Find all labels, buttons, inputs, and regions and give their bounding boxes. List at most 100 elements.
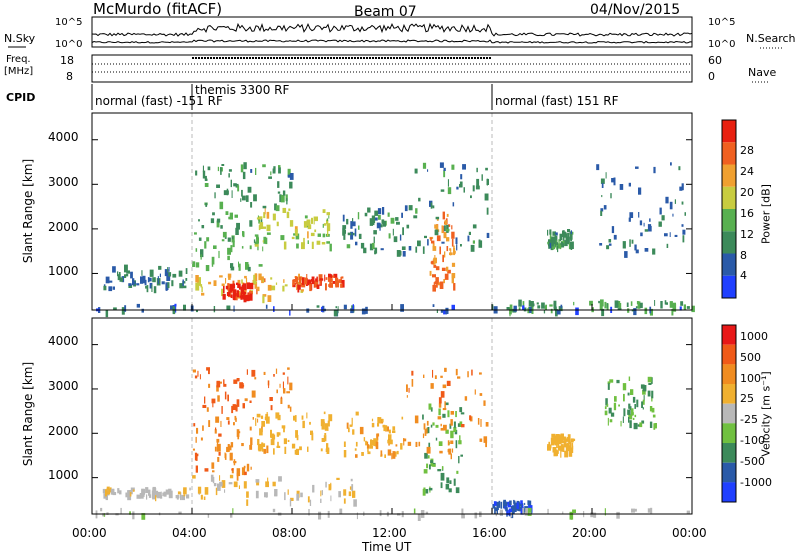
power-cell-11 — [541, 302, 545, 309]
power-cell-8 — [444, 251, 446, 258]
freq-left-tick-low: 8 — [66, 70, 73, 83]
velocity-cell-3 — [276, 445, 281, 448]
velocity-cell-7 — [450, 440, 454, 444]
velocity-cell-11 — [132, 511, 135, 520]
power-cell-10 — [557, 243, 562, 249]
power-cell-11 — [550, 308, 553, 314]
xlabel: Time UT — [362, 540, 412, 554]
velocity-cell-0 — [145, 487, 149, 494]
velocity-ytick-3000: 3000 — [48, 379, 79, 393]
power-cell-12 — [600, 210, 603, 216]
power-cell-13 — [556, 309, 561, 315]
power-cell-13 — [451, 304, 455, 310]
velocity-cell-4 — [224, 391, 227, 400]
power-cell-6 — [220, 167, 222, 175]
power-cell-4 — [247, 266, 251, 272]
power-cell-11 — [518, 299, 522, 307]
velocity-cbar-tick-25: 25 — [740, 392, 754, 405]
power-cell-0 — [140, 276, 143, 284]
power-cell-12 — [596, 164, 600, 171]
velocity-cell-2 — [220, 420, 222, 427]
power-cell-1 — [255, 273, 258, 282]
velocity-cell-11 — [510, 512, 512, 518]
power-cell-6 — [230, 179, 232, 188]
power-cell-3 — [299, 276, 302, 284]
power-cell-5 — [326, 212, 330, 216]
velocity-cell-2 — [250, 437, 253, 445]
power-cell-12 — [600, 208, 604, 212]
power-cell-0 — [149, 282, 153, 289]
power-cell-4 — [229, 212, 233, 220]
velocity-cell-10 — [642, 399, 645, 405]
power-cell-12 — [672, 213, 674, 217]
velocity-cell-5 — [371, 418, 374, 422]
power-cell-5 — [266, 224, 271, 232]
velocity-cell-9 — [567, 436, 569, 440]
velocity-cell-8 — [521, 504, 524, 510]
power-cell-4 — [198, 219, 200, 222]
velocity-cell-8 — [496, 501, 500, 506]
velocity-cell-4 — [216, 385, 219, 392]
power-cell-4 — [210, 218, 215, 224]
power-cell-9 — [415, 208, 418, 214]
power-cell-9 — [427, 169, 429, 172]
power-cell-5 — [323, 223, 327, 226]
velocity-cell-10 — [613, 402, 617, 411]
power-cell-6 — [219, 201, 224, 210]
power-cell-5 — [264, 207, 266, 215]
power-cell-12 — [643, 222, 645, 227]
power-cell-13 — [121, 307, 125, 315]
power-cell-5 — [262, 240, 264, 243]
power-cell-3 — [307, 279, 311, 286]
velocity-cell-0 — [155, 495, 157, 502]
nsky-label: N.Sky — [4, 32, 36, 45]
power-cell-5 — [317, 233, 321, 237]
power-cell-9 — [415, 246, 418, 253]
velocity-cell-7 — [426, 446, 431, 454]
velocity-cell-4 — [236, 399, 240, 407]
power-cell-6 — [231, 190, 233, 198]
velocity-cell-4 — [290, 383, 292, 390]
power-cell-3 — [303, 277, 308, 285]
power-cell-12 — [681, 201, 684, 205]
power-cell-0 — [128, 283, 132, 286]
velocity-cell-3 — [255, 418, 257, 426]
power-cell-5 — [263, 236, 267, 244]
power-cell-4 — [227, 247, 231, 255]
velocity-cell-11 — [650, 507, 653, 514]
power-cell-4 — [262, 246, 264, 252]
power-cell-5 — [322, 209, 326, 213]
velocity-cell-4 — [280, 397, 283, 404]
velocity-cell-6 — [429, 464, 431, 468]
power-colorbar-swatch-0 — [722, 120, 736, 143]
velocity-cell-7 — [423, 374, 425, 378]
power-cell-2 — [246, 282, 250, 289]
velocity-cell-0 — [139, 493, 144, 499]
power-cell-9 — [422, 246, 425, 254]
velocity-cell-0 — [177, 494, 179, 499]
velocity-cell-0 — [162, 492, 164, 496]
power-cell-6 — [241, 195, 246, 201]
power-cell-8 — [430, 237, 432, 241]
velocity-cell-2 — [241, 443, 244, 447]
velocity-cell-8 — [506, 509, 509, 516]
velocity-cell-8 — [502, 501, 507, 509]
velocity-cell-10 — [649, 406, 653, 412]
velocity-cell-6 — [453, 427, 457, 432]
power-cell-3 — [340, 283, 343, 288]
power-cell-6 — [278, 165, 281, 168]
power-ytick-3000: 3000 — [48, 175, 79, 189]
power-cell-12 — [638, 212, 640, 218]
velocity-cell-6 — [456, 470, 459, 474]
velocity-cell-5 — [388, 429, 391, 434]
velocity-cell-7 — [407, 441, 412, 446]
velocity-cell-11 — [547, 508, 549, 514]
velocity-cell-1 — [289, 498, 292, 507]
velocity-cell-10 — [609, 379, 614, 383]
velocity-cell-3 — [261, 443, 266, 447]
velocity-cell-0 — [143, 491, 145, 497]
power-cell-6 — [272, 168, 276, 174]
xtick-2000: 20:00 — [572, 526, 607, 540]
power-cell-12 — [652, 248, 656, 255]
velocity-cell-10 — [647, 390, 651, 397]
